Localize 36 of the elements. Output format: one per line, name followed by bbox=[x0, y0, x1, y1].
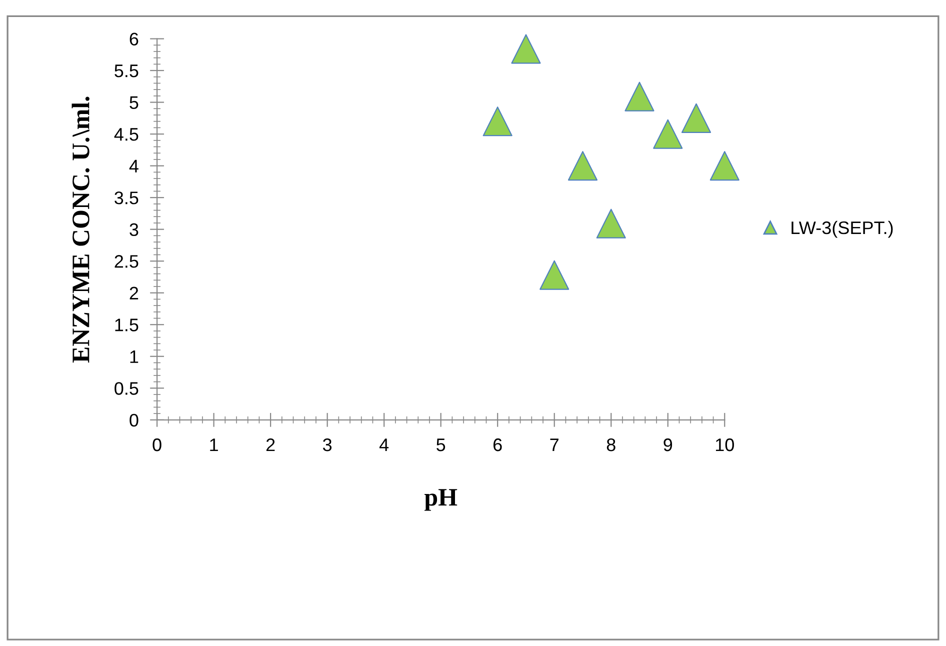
y-tick-label: 3.5 bbox=[114, 192, 138, 204]
x-axis-title: pH bbox=[424, 489, 458, 511]
point bbox=[710, 151, 740, 181]
x-tick-label: 10 bbox=[716, 438, 734, 452]
y-tick-label: 5.5 bbox=[114, 64, 138, 78]
y-tick-label: 4 bbox=[129, 160, 138, 172]
x-tick-label: 8 bbox=[606, 438, 616, 452]
x-tick-label: 4 bbox=[379, 438, 389, 452]
x-tick-label: 6 bbox=[493, 438, 502, 452]
x-tick-label: 2 bbox=[266, 438, 275, 452]
x-tick-label: 7 bbox=[550, 438, 558, 452]
x-tick-label: 3 bbox=[322, 438, 332, 452]
y-tick-label: 6 bbox=[130, 32, 138, 46]
y-tick-label: 5 bbox=[130, 96, 138, 110]
y-tick-label: 1.5 bbox=[115, 318, 138, 332]
x-tick-label: 1 bbox=[210, 438, 218, 452]
point bbox=[681, 103, 712, 133]
legend-label: LW-3(SEPT.) bbox=[792, 220, 893, 238]
point bbox=[540, 260, 570, 290]
x-tick-label: 5 bbox=[436, 438, 446, 452]
point bbox=[511, 34, 541, 64]
y-tick-label: 1 bbox=[130, 350, 138, 363]
y-tick-label: 2 bbox=[130, 286, 138, 300]
x-tick-label: 0 bbox=[152, 438, 162, 452]
point bbox=[624, 82, 654, 112]
y-tick-label: 2.5 bbox=[114, 255, 138, 268]
x-tick-label: 9 bbox=[664, 438, 672, 452]
y-tick-label: 0.5 bbox=[114, 382, 138, 395]
y-tick-label: 0 bbox=[130, 414, 138, 427]
point bbox=[653, 119, 683, 149]
y-tick-label: 3 bbox=[130, 223, 138, 236]
y-axis-title: ENZYME CONC. U.\ml. bbox=[72, 96, 90, 363]
point bbox=[596, 208, 626, 238]
point bbox=[482, 106, 512, 136]
point bbox=[568, 151, 598, 181]
y-tick-label: 4.5 bbox=[114, 128, 138, 141]
